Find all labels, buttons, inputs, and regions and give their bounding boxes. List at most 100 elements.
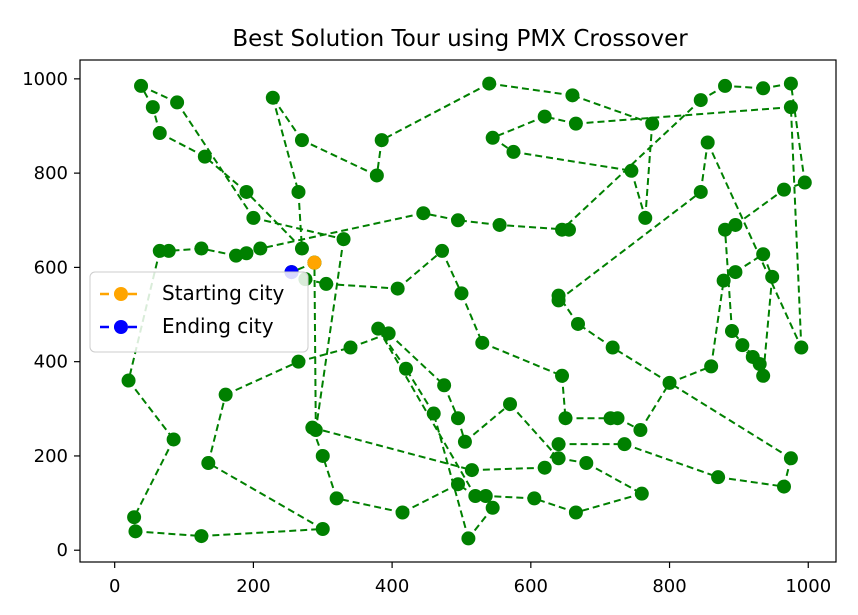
city-point [253, 241, 268, 256]
city-point [291, 184, 306, 199]
tour-segment [734, 188, 785, 226]
city-point [610, 411, 625, 426]
legend-start-marker [114, 287, 128, 301]
city-point [551, 293, 566, 308]
city-point [711, 470, 726, 485]
city-point [728, 217, 743, 232]
city-point [395, 505, 410, 520]
city-point [704, 359, 719, 374]
legend-end-label: Ending city [162, 314, 274, 338]
city-point [693, 184, 708, 199]
city-point [319, 276, 334, 291]
plot-frame [79, 59, 837, 563]
city-point [461, 531, 476, 546]
tour-segment [176, 101, 255, 219]
city-point [797, 175, 812, 190]
tour-segment [717, 476, 785, 488]
city-point [369, 168, 384, 183]
city-point [756, 81, 771, 96]
city-point [756, 247, 771, 262]
city-point [390, 281, 405, 296]
tour-segment [644, 123, 654, 218]
city-point [127, 510, 142, 525]
tour-segment [260, 212, 424, 250]
tour-segment [639, 382, 671, 431]
city-point [551, 451, 566, 466]
city-point [265, 90, 280, 105]
tour-segment [485, 495, 535, 500]
tour-segment [509, 403, 560, 459]
x-tick-label: 800 [652, 576, 686, 597]
city-point [765, 269, 780, 284]
tour-segment [624, 443, 719, 479]
chart-title: Best Solution Tour using PMX Crossover [232, 26, 688, 52]
tour-segment [669, 365, 712, 384]
city-point [482, 76, 497, 91]
tour-segment [297, 191, 303, 249]
city-point [457, 434, 472, 449]
city-point [503, 397, 518, 412]
tour-segment [575, 492, 643, 514]
city-point [783, 451, 798, 466]
city-point [416, 206, 431, 221]
city-point [468, 489, 483, 504]
tour-segment [561, 375, 567, 419]
city-point [170, 95, 185, 110]
city-point [724, 324, 739, 339]
tour-segment [133, 438, 175, 518]
city-point [246, 210, 261, 225]
city-point [218, 387, 233, 402]
city-point [561, 222, 576, 237]
plot-area [121, 76, 812, 546]
tour-segment [405, 368, 435, 415]
city-point [605, 340, 620, 355]
city-point [134, 78, 149, 93]
tour-segment [789, 107, 803, 348]
city-point [624, 163, 639, 178]
city-point [776, 182, 791, 197]
city-point [579, 456, 594, 471]
tour-segment [397, 250, 443, 290]
legend-end-marker [114, 320, 128, 334]
tour-segment [271, 97, 300, 193]
city-point [485, 130, 500, 145]
city-point [783, 76, 798, 91]
city-point [735, 338, 750, 353]
tour-segment [441, 250, 463, 294]
tour-segment [572, 94, 653, 125]
city-point [166, 432, 181, 447]
city-point [662, 375, 677, 390]
tour-segment [326, 282, 398, 290]
city-point [555, 368, 570, 383]
tour-segment [321, 455, 338, 499]
x-tick-label: 0 [109, 576, 120, 597]
city-point [752, 357, 767, 372]
city-point [527, 491, 542, 506]
x-tick-label: 400 [375, 576, 409, 597]
city-point [229, 248, 244, 263]
city-point [308, 423, 323, 438]
city-point [371, 321, 386, 336]
city-point [568, 505, 583, 520]
city-point [343, 340, 358, 355]
tour-segment [699, 142, 709, 193]
city-point [693, 93, 708, 108]
tour-segment [585, 462, 643, 495]
city-point [145, 100, 160, 115]
city-point [565, 88, 580, 103]
tour-segment [387, 332, 445, 386]
city-point [239, 184, 254, 199]
city-point [718, 222, 733, 237]
city-point [558, 411, 573, 426]
city-point [197, 149, 212, 164]
city-point [537, 460, 552, 475]
city-point [794, 340, 809, 355]
city-point [294, 241, 309, 256]
city-point [454, 286, 469, 301]
city-point [783, 100, 798, 115]
tour-segment [225, 360, 299, 396]
city-point [451, 213, 465, 228]
city-point [315, 448, 330, 463]
tour-segment [313, 262, 317, 431]
city-point [728, 265, 743, 280]
